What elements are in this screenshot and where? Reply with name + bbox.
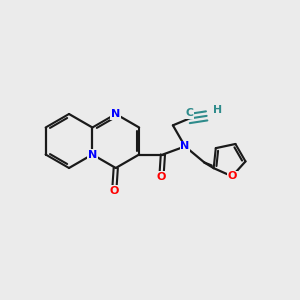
Text: O: O [157,172,166,182]
Text: C: C [185,108,193,118]
Text: O: O [227,171,237,181]
Text: O: O [110,185,119,196]
Text: N: N [180,141,190,152]
Text: H: H [214,106,223,116]
Text: N: N [88,149,97,160]
Text: N: N [111,109,120,119]
